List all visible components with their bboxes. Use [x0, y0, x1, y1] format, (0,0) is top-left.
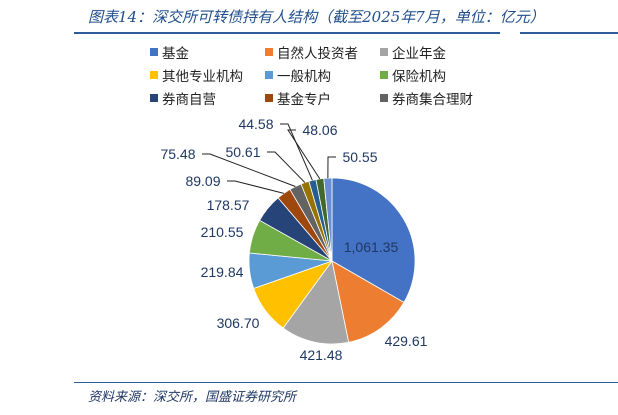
pie-slice — [282, 260, 350, 345]
legend-label: 券商自营 — [162, 92, 216, 108]
leader-line — [280, 123, 313, 181]
data-label: 219.84 — [201, 264, 244, 280]
legend-swatch — [265, 71, 273, 79]
legend-swatch — [380, 94, 388, 102]
legend-swatch — [150, 71, 158, 79]
chart-title: 图表14：深交所可转债持有人结构（截至2025年7月，单位：亿元） — [88, 8, 545, 26]
legend-item: 保险机构 — [380, 65, 490, 85]
footer-divider — [74, 382, 618, 383]
data-label: 178.57 — [207, 197, 250, 213]
legend-label: 一般机构 — [277, 69, 331, 85]
data-label: 421.48 — [300, 347, 343, 363]
legend-label: 基金专户 — [277, 92, 331, 108]
legend: 基金 自然人投资者 企业年金其他专业机构 一般机构 保险机构券商自营 基金专户 券商集合理财 — [150, 42, 490, 108]
legend-swatch — [380, 71, 388, 79]
data-label: 50.61 — [225, 144, 260, 160]
legend-item: 券商集合理财 — [380, 88, 490, 108]
data-label: 210.55 — [201, 224, 244, 240]
title-divider — [74, 32, 500, 34]
legend-swatch — [150, 48, 158, 56]
leader-line — [267, 151, 306, 183]
data-label: 48.06 — [302, 122, 337, 138]
pie-slice — [323, 177, 333, 262]
data-label: 75.48 — [160, 146, 195, 162]
legend-label: 保险机构 — [392, 69, 446, 85]
data-label: 1,061.35 — [344, 239, 399, 255]
legend-swatch — [265, 94, 273, 102]
leader-line — [227, 180, 284, 194]
legend-item: 企业年金 — [380, 42, 490, 62]
legend-label: 其他专业机构 — [162, 69, 243, 85]
legend-item: 基金专户 — [265, 88, 380, 108]
legend-swatch — [265, 48, 273, 56]
title-divider-right — [520, 32, 618, 34]
legend-item: 自然人投资者 — [265, 42, 380, 62]
legend-label: 自然人投资者 — [277, 46, 358, 62]
legend-item: 一般机构 — [265, 65, 380, 85]
legend-item: 其他专业机构 — [150, 65, 265, 85]
pie-slice — [331, 260, 405, 343]
source-note: 资料来源：深交所，国盛证券研究所 — [88, 390, 297, 405]
data-label: 50.55 — [342, 149, 377, 165]
legend-label: 基金 — [162, 46, 189, 62]
leader-line — [287, 129, 321, 180]
legend-item: 券商自营 — [150, 88, 265, 108]
data-label: 306.70 — [217, 315, 260, 331]
pie-slice — [331, 177, 416, 303]
legend-item: 基金 — [150, 42, 265, 62]
legend-swatch — [150, 94, 158, 102]
data-label: 44.58 — [238, 116, 273, 132]
leader-line — [327, 156, 336, 179]
leader-line — [202, 153, 296, 187]
data-label: 89.09 — [185, 173, 220, 189]
legend-label: 券商集合理财 — [392, 92, 473, 108]
data-label: 429.61 — [385, 333, 428, 349]
legend-swatch — [380, 48, 388, 56]
legend-label: 企业年金 — [392, 46, 446, 62]
